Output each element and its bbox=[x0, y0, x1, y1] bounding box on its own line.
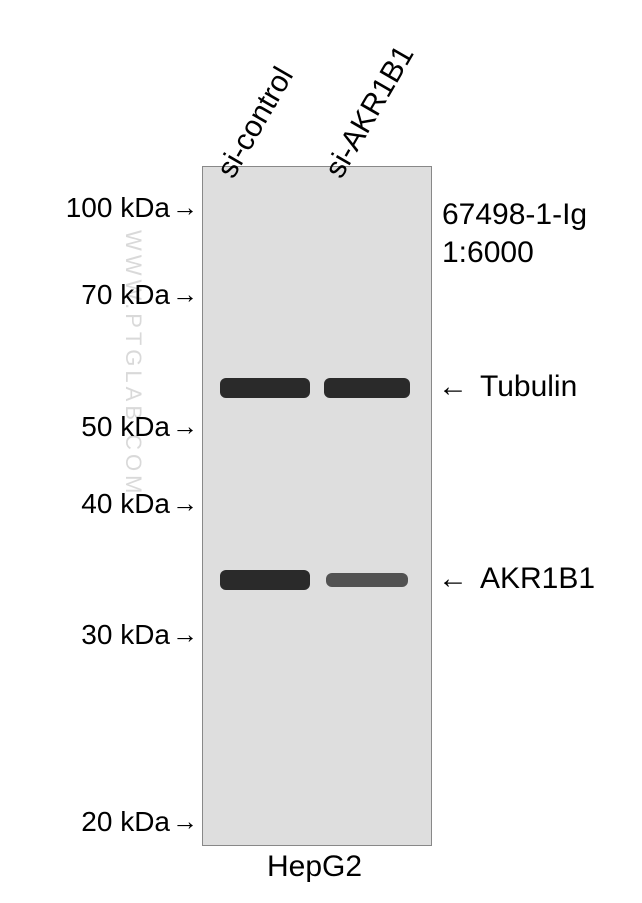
band-arrow-akr1b1: ← bbox=[438, 562, 468, 596]
marker-70kda: 70 kDa bbox=[81, 279, 170, 311]
band-tubulin-lane1 bbox=[220, 378, 310, 398]
marker-arrow: → bbox=[172, 192, 198, 223]
marker-arrow: → bbox=[172, 488, 198, 519]
marker-text: 70 kDa bbox=[81, 279, 170, 310]
marker-100kda: 100 kDa bbox=[66, 192, 170, 224]
marker-arrow: → bbox=[172, 411, 198, 442]
marker-text: 20 kDa bbox=[81, 806, 170, 837]
band-akr1b1-lane2 bbox=[326, 573, 408, 587]
antibody-info: 67498-1-Ig 1:6000 bbox=[442, 196, 587, 271]
marker-40kda: 40 kDa bbox=[81, 488, 170, 520]
band-arrow-tubulin: ← bbox=[438, 370, 468, 404]
antibody-id: 67498-1-Ig bbox=[442, 198, 587, 231]
band-label-tubulin: Tubulin bbox=[480, 370, 577, 404]
band-akr1b1-lane1 bbox=[220, 570, 310, 590]
marker-arrow: → bbox=[172, 806, 198, 837]
cell-line-label: HepG2 bbox=[267, 850, 362, 884]
marker-text: 100 kDa bbox=[66, 192, 170, 223]
marker-50kda: 50 kDa bbox=[81, 411, 170, 443]
marker-30kda: 30 kDa bbox=[81, 619, 170, 651]
marker-text: 40 kDa bbox=[81, 488, 170, 519]
blot-membrane bbox=[202, 166, 432, 846]
band-label-akr1b1: AKR1B1 bbox=[480, 562, 595, 596]
marker-arrow: → bbox=[172, 279, 198, 310]
watermark: WWW.PTGLAB.COM bbox=[120, 230, 146, 497]
band-tubulin-lane2 bbox=[324, 378, 410, 398]
marker-arrow: → bbox=[172, 619, 198, 650]
marker-text: 30 kDa bbox=[81, 619, 170, 650]
lane-label-si-akr1b1: si-AKR1B1 bbox=[319, 40, 422, 184]
antibody-dilution: 1:6000 bbox=[442, 236, 534, 269]
western-blot-figure: WWW.PTGLAB.COM si-control si-AKR1B1 100 … bbox=[0, 0, 642, 903]
marker-20kda: 20 kDa bbox=[81, 806, 170, 838]
marker-text: 50 kDa bbox=[81, 411, 170, 442]
